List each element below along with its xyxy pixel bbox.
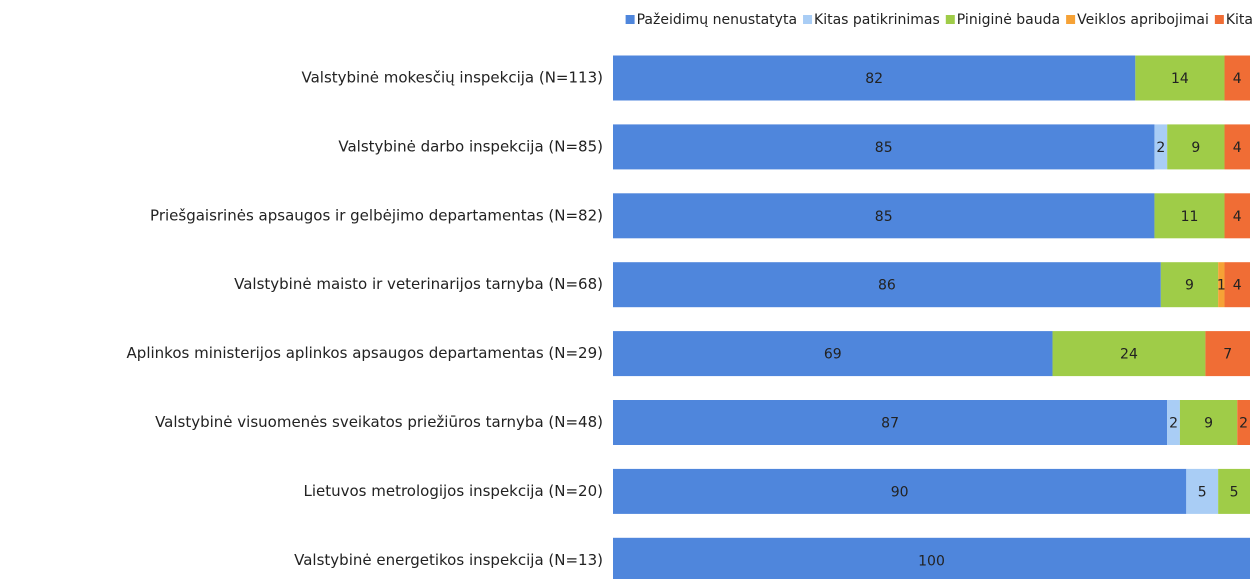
- bar-segment: [1205, 331, 1250, 377]
- value-label: 9: [1191, 140, 1200, 156]
- bar-segment: [613, 193, 1155, 239]
- bar-segment: [613, 468, 1187, 514]
- value-label: 5: [1198, 484, 1207, 500]
- value-label: 85: [875, 209, 893, 225]
- category-label: Lietuvos metrologijos inspekcija (N=20): [303, 482, 603, 500]
- value-label: 69: [824, 347, 842, 363]
- bar-segment: [613, 331, 1053, 377]
- category-label: Valstybinė darbo inspekcija (N=85): [338, 137, 603, 155]
- value-label: 4: [1233, 71, 1242, 87]
- bar-segment: [613, 400, 1168, 445]
- value-label: 11: [1181, 209, 1199, 225]
- value-label: 9: [1185, 278, 1194, 294]
- value-label: 5: [1230, 484, 1239, 500]
- bar-segment: [1224, 193, 1250, 239]
- bar-segment: [1224, 262, 1250, 308]
- value-label: 24: [1120, 347, 1138, 363]
- legend-swatch: [1066, 15, 1076, 24]
- category-label: Priešgaisrinės apsaugos ir gelbėjimo dep…: [150, 206, 603, 224]
- bar-segment: [1160, 262, 1219, 308]
- value-label: 100: [918, 553, 945, 569]
- bar-segment: [613, 262, 1161, 308]
- legend-label: Kita: [1226, 12, 1253, 28]
- category-label: Aplinkos ministerijos aplinkos apsaugos …: [127, 344, 603, 362]
- bar-segment: [1237, 400, 1250, 445]
- bar-segment: [1218, 262, 1225, 308]
- bar-segment: [1224, 55, 1250, 101]
- category-label: Valstybinė energetikos inspekcija (N=13): [294, 551, 603, 569]
- bar-segment: [1154, 124, 1168, 170]
- bar-segment: [1186, 468, 1219, 514]
- legend-label: Veiklos apribojimai: [1077, 12, 1209, 28]
- legend-label: Pažeidimų nenustatyta: [637, 12, 797, 28]
- legend-label: Kitas patikrinimas: [814, 12, 940, 28]
- value-label: 2: [1156, 140, 1165, 156]
- bar-segment: [1135, 55, 1225, 101]
- bar-segment: [1167, 124, 1225, 170]
- value-label: 87: [881, 416, 899, 432]
- bar-segment: [613, 537, 1250, 583]
- bar-segment: [1179, 400, 1238, 445]
- legend-swatch: [625, 15, 635, 24]
- value-label: 85: [875, 140, 893, 156]
- legend-swatch: [945, 15, 955, 24]
- category-label: Valstybinė visuomenės sveikatos priežiūr…: [155, 413, 603, 431]
- value-label: 2: [1169, 416, 1178, 432]
- bar-segment: [1224, 124, 1250, 170]
- value-label: 9: [1204, 416, 1213, 432]
- value-label: 2: [1239, 416, 1248, 432]
- bar-segment: [1218, 468, 1250, 514]
- value-label: 14: [1171, 71, 1189, 87]
- legend-label: Piniginė bauda: [957, 12, 1060, 28]
- bar-segment: [613, 124, 1155, 170]
- value-label: 1: [1217, 278, 1226, 294]
- bar-segment: [1154, 193, 1225, 239]
- value-label: 86: [878, 278, 896, 294]
- category-label: Valstybinė mokesčių inspekcija (N=113): [302, 69, 604, 87]
- value-label: 7: [1223, 347, 1232, 363]
- category-label: Valstybinė maisto ir veterinarijos tarny…: [234, 275, 603, 293]
- value-label: 4: [1233, 278, 1242, 294]
- bar-segment: [1167, 400, 1180, 445]
- legend-swatch: [1214, 15, 1224, 24]
- value-label: 82: [865, 71, 883, 87]
- value-label: 4: [1233, 140, 1242, 156]
- legend-swatch: [803, 15, 813, 24]
- bar-segment: [1052, 331, 1206, 377]
- bar-segment: [613, 55, 1136, 101]
- value-label: 4: [1233, 209, 1242, 225]
- value-label: 90: [891, 484, 909, 500]
